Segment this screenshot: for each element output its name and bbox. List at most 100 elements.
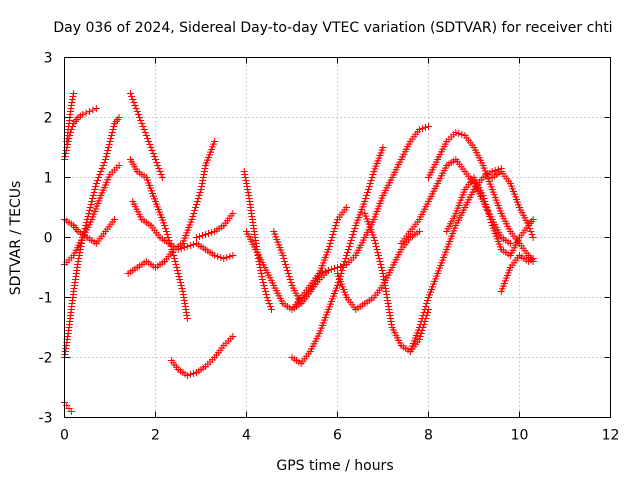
data-point <box>201 165 209 172</box>
data-point <box>186 242 194 249</box>
data-point <box>182 309 190 316</box>
data-point <box>174 270 182 277</box>
y-tick-label: -2 <box>39 351 53 367</box>
data-point <box>141 129 149 136</box>
series-arc-g <box>126 90 166 181</box>
data-point <box>243 183 251 190</box>
data-point <box>483 204 491 211</box>
data-point <box>145 138 153 145</box>
data-point <box>387 318 395 325</box>
data-point <box>345 243 353 250</box>
data-point <box>170 255 178 262</box>
series-arc-e <box>61 216 119 247</box>
data-point <box>364 189 372 196</box>
data-point <box>368 174 376 181</box>
data-point <box>109 126 117 133</box>
data-point <box>285 273 293 280</box>
data-point <box>70 90 78 97</box>
data-point <box>189 370 197 377</box>
data-point <box>211 252 219 259</box>
x-tick-label: 4 <box>242 428 251 444</box>
data-point <box>211 138 219 145</box>
y-axis-label: SDTVAR / TECUs <box>8 181 24 296</box>
data-point <box>172 261 180 268</box>
data-point <box>92 105 100 112</box>
data-point <box>153 159 161 166</box>
data-point <box>193 198 201 205</box>
data-point <box>142 132 150 139</box>
data-point <box>324 267 332 274</box>
data-point <box>375 255 383 262</box>
data-point <box>346 240 354 247</box>
data-point <box>421 124 429 131</box>
data-point <box>365 183 373 190</box>
data-point <box>92 180 100 187</box>
series-arc-f <box>61 399 75 415</box>
data-point <box>229 333 237 340</box>
data-point <box>244 189 252 196</box>
data-point <box>157 171 165 178</box>
data-point <box>177 282 185 289</box>
data-point <box>200 168 208 175</box>
data-point <box>420 309 428 316</box>
x-tick-label: 8 <box>424 428 433 444</box>
data-point <box>330 228 338 235</box>
data-point <box>458 131 466 138</box>
data-point <box>208 229 216 236</box>
data-point <box>529 216 537 223</box>
data-point <box>205 230 213 237</box>
data-point <box>284 270 292 277</box>
data-point <box>108 129 116 136</box>
data-point <box>183 243 191 250</box>
data-point <box>262 291 270 298</box>
data-point <box>330 265 338 272</box>
data-point <box>383 291 391 298</box>
data-point <box>76 246 84 253</box>
data-point <box>229 252 237 259</box>
data-point <box>385 306 393 313</box>
data-point <box>180 294 188 301</box>
data-point <box>192 201 200 208</box>
data-point <box>243 180 250 187</box>
data-point <box>132 105 140 112</box>
data-point <box>334 282 341 289</box>
data-point <box>64 141 72 148</box>
data-point <box>341 258 349 265</box>
data-point <box>148 147 156 154</box>
data-point <box>525 222 533 229</box>
data-point <box>421 306 429 313</box>
data-point <box>258 273 266 280</box>
data-point <box>197 186 205 193</box>
data-point <box>144 135 152 142</box>
data-point <box>506 240 514 247</box>
data-point <box>455 130 463 137</box>
data-point <box>331 225 339 232</box>
x-axis-label: GPS time / hours <box>276 458 393 474</box>
data-point <box>130 99 138 106</box>
data-point <box>191 207 199 214</box>
data-point <box>97 168 105 175</box>
data-point <box>74 258 82 265</box>
data-point <box>69 93 77 100</box>
data-point <box>179 288 187 295</box>
data-point <box>387 315 395 322</box>
data-point <box>488 168 496 175</box>
data-point <box>348 234 356 241</box>
data-point <box>79 111 87 118</box>
y-tick-label: 0 <box>44 231 53 247</box>
data-point <box>419 312 427 319</box>
data-point <box>214 253 222 260</box>
data-point <box>137 117 145 124</box>
data-point <box>93 177 101 184</box>
data-point <box>364 186 372 193</box>
data-point <box>67 408 75 415</box>
x-tick-label: 10 <box>511 428 529 444</box>
data-point <box>261 285 269 292</box>
data-point <box>379 144 387 151</box>
data-point <box>529 255 537 262</box>
x-tick-label: 12 <box>602 428 620 444</box>
data-point <box>62 150 70 157</box>
data-point <box>244 186 252 193</box>
data-point <box>241 171 249 178</box>
data-point <box>242 177 250 184</box>
